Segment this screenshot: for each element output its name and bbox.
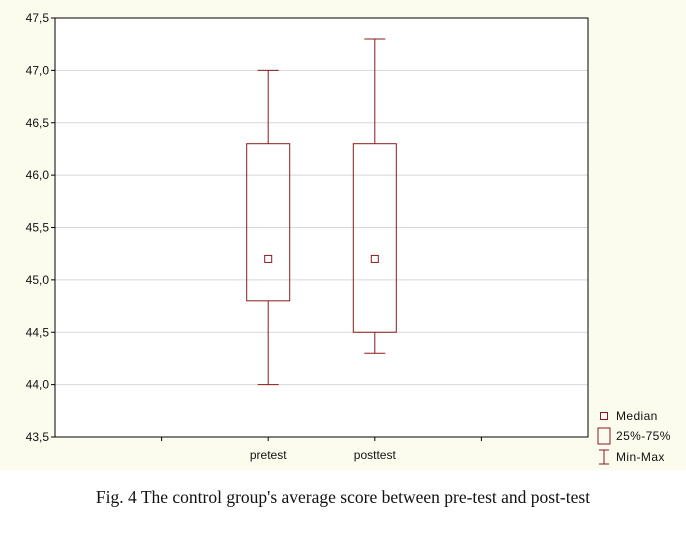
y-tick-label: 46,0: [26, 168, 50, 182]
legend-box-symbol: [597, 427, 611, 445]
legend-median-symbol: [600, 412, 608, 420]
y-tick-label: 46,5: [26, 116, 50, 130]
legend-label: Median: [616, 409, 658, 423]
y-tick-label: 45,0: [26, 273, 50, 287]
median-marker: [370, 254, 379, 263]
box-plot-chart: 43,5 44,0 44,5 45,0 45,5 46,0 46,5 47,0 47,5 pret…: [26, 11, 671, 465]
y-tick-label: 45,5: [26, 221, 50, 235]
legend-label: 25%-75%: [616, 429, 671, 443]
box-iqr: [246, 143, 291, 302]
x-tick-label: pretest: [250, 448, 287, 462]
legend-label: Min-Max: [616, 450, 665, 464]
y-tick-label: 43,5: [26, 430, 50, 444]
x-tick-label: posttest: [354, 448, 397, 462]
box-iqr: [352, 143, 397, 333]
y-tick-label: 47,5: [26, 11, 50, 25]
y-tick-label: 44,0: [26, 378, 50, 392]
y-tick-label: 47,0: [26, 63, 50, 77]
chart-panel: 43,5 44,0 44,5 45,0 45,5 46,0 46,5 47,0 47,5 pret…: [0, 0, 686, 470]
plot-frame: [54, 17, 589, 438]
figure-caption: Fig. 4 The control group's average score…: [95, 487, 591, 507]
y-tick-label: 44,5: [26, 325, 50, 339]
median-marker: [264, 254, 273, 263]
